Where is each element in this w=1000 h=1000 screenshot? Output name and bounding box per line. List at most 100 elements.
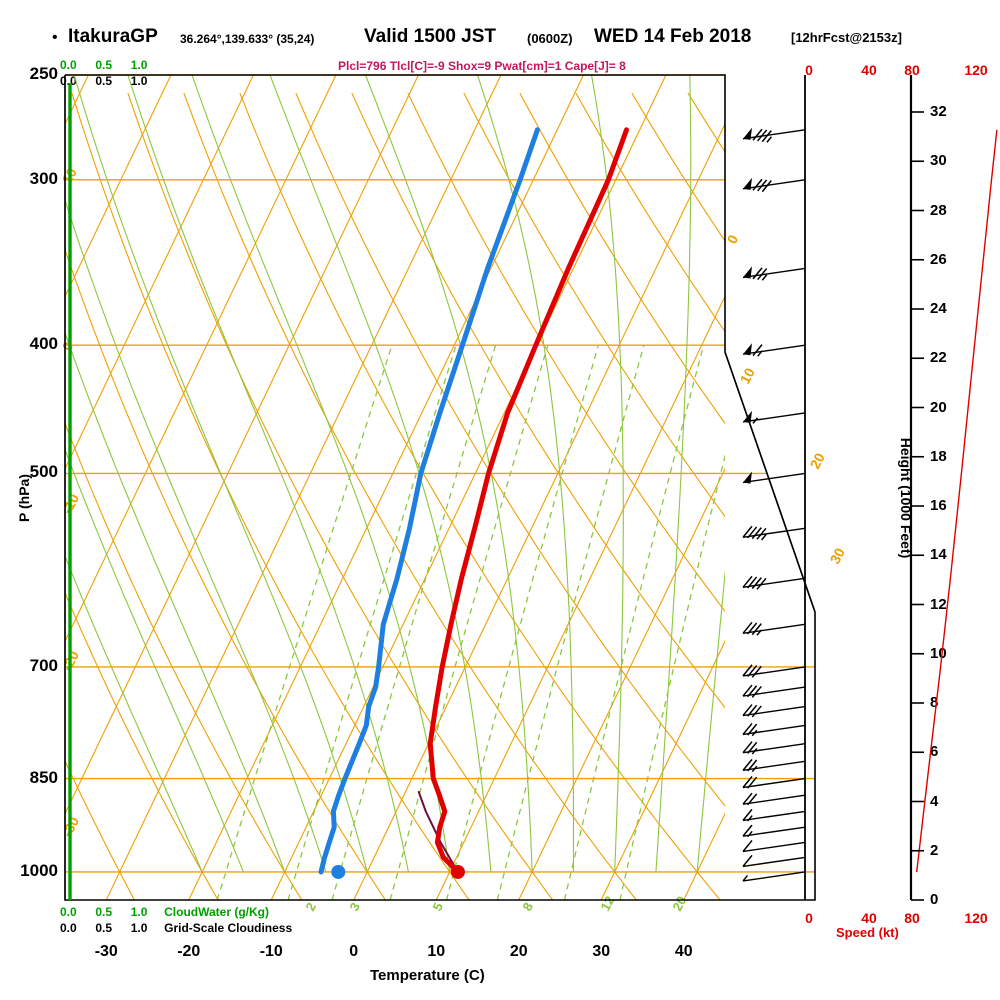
wind-barb-full [752, 128, 763, 141]
wind-barb-full [742, 684, 753, 697]
sounding-curve-temperature [427, 127, 629, 875]
wind-barb-half [757, 350, 763, 357]
height-tick-label: 22 [930, 349, 947, 367]
height-tick-label: 6 [930, 743, 939, 761]
wind-barb [742, 525, 806, 541]
saturated-adiabat-line [65, 198, 327, 873]
wind-barb-half [747, 815, 753, 822]
wind-barb-shaft [742, 129, 806, 140]
wind-barb-pennant [743, 343, 752, 356]
isotherm-line [65, 75, 172, 298]
height-tick-label: 20 [930, 398, 947, 416]
grid-axis-label: 30 [827, 545, 849, 566]
wind-barb-pennant [743, 471, 752, 484]
wind-barb [742, 871, 806, 882]
mixing-ratio-line [563, 345, 705, 900]
isobar-lines-layer [65, 74, 815, 873]
saturated-adiabat-line [127, 75, 409, 873]
wind-barb-full [747, 622, 758, 635]
wind-barb [742, 127, 806, 143]
height-tick-label: 14 [930, 546, 947, 564]
isotherm-line [518, 467, 725, 900]
grid-lines-layer [65, 75, 1000, 900]
temperature-tick-label: 20 [509, 943, 528, 960]
wind-barb [742, 684, 806, 698]
saturated-adiabat-line [73, 75, 368, 873]
wind-barb-full [742, 758, 753, 771]
saturated-adiabat-line [476, 75, 575, 872]
isotherm-line [600, 640, 725, 900]
wind-barb-shaft [742, 527, 806, 538]
cloudwater-scale-bottom: 0.0 0.5 1.0 CloudWater (g/Kg) [60, 905, 269, 919]
wind-barb-full [747, 741, 758, 754]
wind-barb-full [742, 525, 753, 538]
saturated-adiabat-line [269, 75, 492, 873]
wind-barb [742, 343, 806, 357]
grid-axis-label: 5 [429, 900, 446, 913]
grid-axis-label: 3 [346, 900, 363, 913]
wind-barb-shaft [742, 826, 806, 837]
height-tick-label: 8 [930, 694, 939, 711]
wind-barb [742, 776, 806, 789]
grid-axis-label: 12 [597, 894, 617, 914]
isotherm-line [849, 75, 1000, 900]
cloudwater-axis-label: CloudWater (g/Kg) [164, 905, 269, 919]
cloudiness-tick-1: 0.5 [95, 74, 113, 88]
wind-barb-shaft [742, 267, 806, 279]
height-tick-label: 0 [930, 891, 939, 908]
wind-barb-full [761, 130, 772, 143]
wind-barb-full [752, 344, 763, 357]
cloudwater-tick-0: 0.0 [60, 58, 77, 72]
wind-barb-full [747, 759, 758, 772]
isotherm-line [270, 75, 667, 900]
cloudiness-scale-bottom: 0.0 0.5 1.0 Grid-Scale Cloudiness [60, 921, 292, 935]
wind-barb-full [747, 576, 758, 589]
wind-barb-full [752, 267, 763, 280]
height-tick-label: 32 [930, 103, 947, 120]
frame-diagonal [724, 351, 816, 613]
wind-barb-full [747, 793, 758, 806]
wind-barb-full [747, 723, 758, 736]
wind-barb-shaft [742, 344, 806, 355]
wind-barb-shaft [742, 742, 806, 754]
isotherm-line [105, 75, 502, 900]
wind-barb-half [761, 533, 767, 541]
wind-barb-shaft [742, 794, 806, 805]
cloudwater-tick-1: 0.5 [95, 58, 113, 72]
temperature-tick-label: 30 [592, 943, 611, 960]
wind-barb-full [751, 705, 762, 718]
wind-barb-full [751, 527, 762, 540]
wind-barb-pennant [743, 266, 752, 279]
height-tick-label: 12 [930, 595, 947, 613]
height-tick-label: 26 [930, 250, 947, 268]
wind-barb-shaft [742, 179, 806, 190]
dry-adiabat-line [65, 421, 303, 900]
sounding-parameters-text: Plcl=796 Tlcl[C]=-9 Shox=9 Pwat[cm]=1 Ca… [338, 59, 626, 73]
dry-adiabat-line [65, 759, 135, 900]
wind-barb-half [756, 629, 763, 636]
wind-barb [742, 704, 806, 718]
dry-adiabat-line [71, 92, 470, 900]
wind-barb-full [751, 623, 762, 636]
speed-tick-label: 120 [964, 910, 988, 926]
wind-barb-full [742, 664, 753, 677]
dry-adiabat-line [183, 92, 637, 900]
cloudiness-scale-top: 0.0 0.5 1.0 [60, 74, 147, 88]
cloudiness-tick-2: 1.0 [130, 74, 148, 88]
isotherm-line [65, 75, 337, 643]
height-tick-label: 16 [930, 497, 947, 514]
grid-axis-label: 8 [519, 900, 536, 913]
wind-barb [742, 808, 806, 822]
height-tick-marks [911, 111, 924, 901]
pressure-tick-label: 500 [29, 462, 58, 482]
isotherm-line [353, 122, 725, 900]
wind-barb [742, 266, 806, 281]
wind-barb [742, 410, 806, 424]
wind-barb-full [747, 776, 758, 789]
mixing-ratio-line [445, 345, 599, 900]
wind-barb-pennant [743, 177, 752, 190]
valid-date: WED 14 Feb 2018 [594, 26, 752, 47]
wind-barb-full [757, 129, 768, 142]
wind-barb-full [747, 685, 758, 698]
cloudwater-tick-2: 1.0 [130, 58, 148, 72]
